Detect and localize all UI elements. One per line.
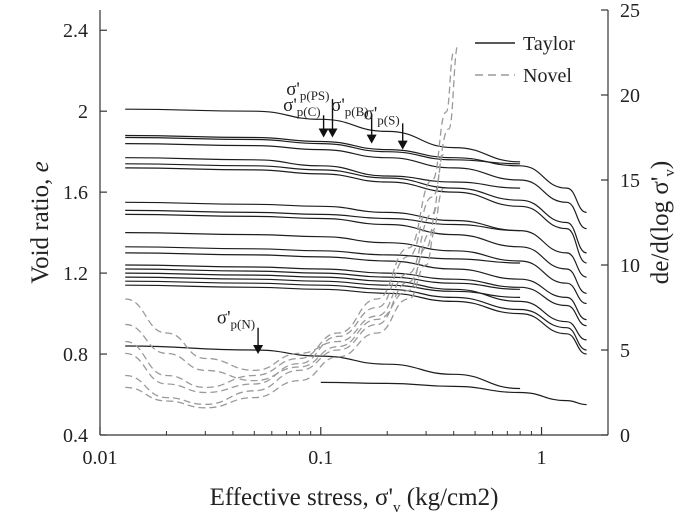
series-line-novel [125,204,439,382]
annotation-arrow-head [253,345,264,355]
series-line-taylor [125,232,587,305]
x-tick-label: 0.01 [83,447,118,469]
series-line-taylor [125,264,587,327]
y-axis-left-title: Void ratio, e [27,161,54,283]
axes-layer [99,10,609,436]
series-line-novel [125,187,445,406]
y-right-tick-label: 15 [620,170,640,192]
series-line-taylor [125,268,521,290]
legend-label-taylor: Taylor [523,33,575,55]
annotation-arrow-head [318,128,329,138]
legend: Taylor Novel [475,33,575,87]
series-line-taylor [320,381,587,406]
annotation-arrow-head [397,140,408,150]
series-line-novel [125,43,460,394]
series-line-taylor [125,213,587,294]
series-line-taylor [125,167,587,264]
annotation-label: σ'p(B) [331,95,369,119]
series-line-taylor [125,246,521,264]
y-left-tick-label: 2 [78,101,88,123]
series-line-taylor [125,209,521,232]
annotation-label: σ'p(N) [217,308,255,332]
y-left-tick-label: 0.4 [63,425,88,447]
annotation-label: σ'p(PS) [286,79,329,103]
series-layer [125,43,587,409]
series-line-taylor [125,284,587,355]
y-left-tick-label: 0.8 [63,344,88,366]
legend-label-novel: Novel [523,65,572,87]
annotations-layer: σ'p(C)σ'p(PS) σ'p(B)σ'p(S) σ'p(N) [217,79,408,355]
x-tick-label: 0.1 [308,447,333,469]
y-right-tick-label: 20 [620,85,640,107]
y-left-tick-label: 2.4 [63,20,88,42]
ticks-layer: 0.01 0.1 1 0.4 0.8 1.2 1.6 2 2.4 0 5 10 15 20 25 [63,0,640,469]
y-right-tick-label: 0 [620,425,630,447]
annotation-label: σ'p(S) [364,103,400,127]
series-line-novel [125,230,436,409]
annotation-arrow-head [366,134,377,144]
y-right-tick-label: 25 [620,0,640,22]
y-left-tick-label: 1.2 [63,263,88,285]
x-tick-label: 1 [537,447,547,469]
series-line-taylor [125,143,587,230]
series-line-novel [125,51,455,389]
series-line-taylor [125,134,587,213]
series-line-novel [125,153,445,372]
series-line-taylor [125,163,587,254]
y-right-tick-label: 10 [620,255,640,277]
series-line-taylor [125,272,587,341]
y-right-tick-label: 5 [620,340,630,362]
series-line-taylor [125,201,587,278]
annotation-label: σ'p(C) [283,95,321,119]
series-line-taylor [125,345,521,390]
annotation-arrow-head [327,128,338,138]
y-left-tick-label: 1.6 [63,182,88,204]
series-line-taylor [125,136,521,165]
series-line-taylor [125,108,521,163]
x-axis-title: Effective stress, σ'v (kg/cm2) [210,484,499,515]
series-line-taylor [125,252,587,321]
series-line-taylor [125,157,521,189]
series-line-taylor [125,276,521,298]
y-axis-right-title: de/d(log σ'v) [647,161,678,284]
